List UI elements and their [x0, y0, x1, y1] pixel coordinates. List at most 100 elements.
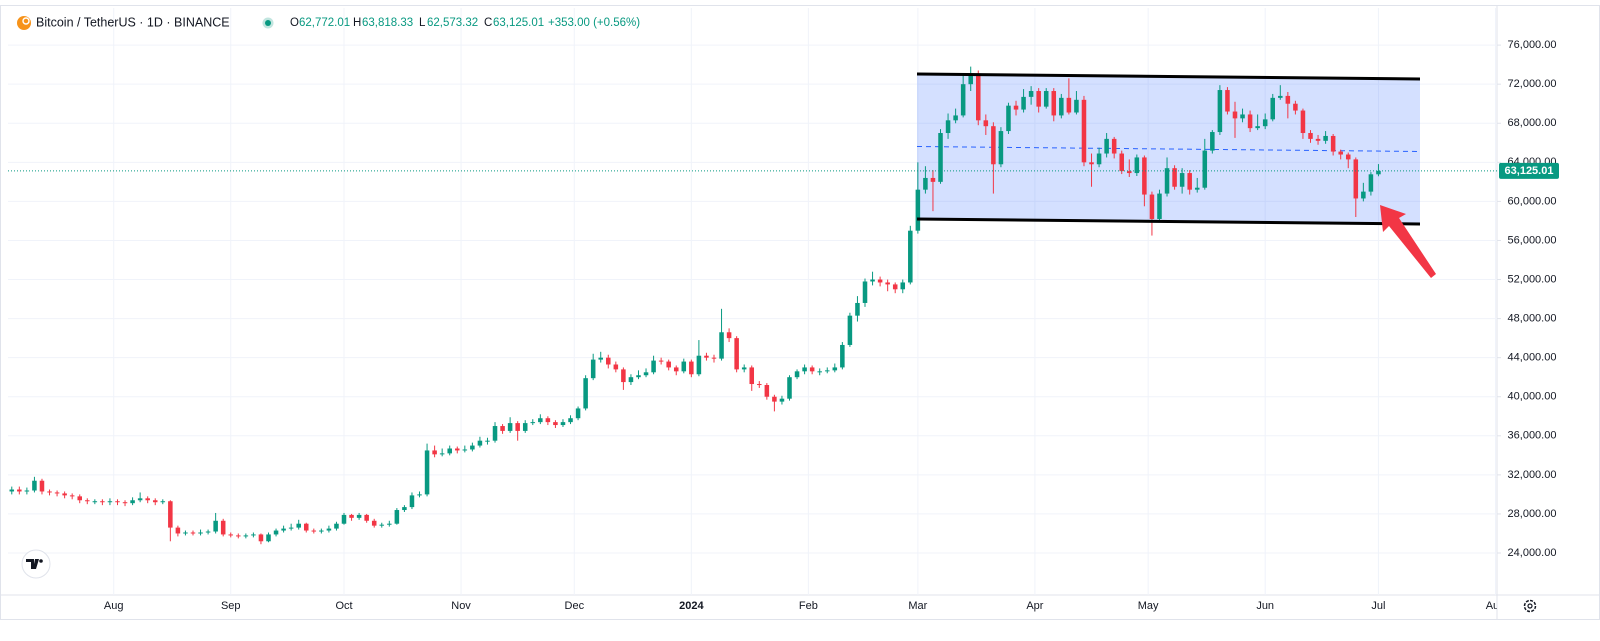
candle-body — [349, 514, 354, 518]
candle-body — [741, 367, 747, 370]
candle-body — [220, 520, 226, 535]
candle-body — [1134, 157, 1140, 174]
candle-body — [107, 501, 113, 503]
last-price-label: 63,125.01 — [1505, 165, 1554, 177]
candle-body — [1323, 135, 1328, 141]
candle-body — [1300, 110, 1306, 134]
candle-body — [17, 489, 22, 492]
candle-body — [356, 514, 362, 518]
candle-body — [507, 423, 513, 431]
candle-body — [1293, 103, 1298, 111]
candle-body — [319, 530, 324, 532]
candle-body — [968, 73, 973, 85]
candle-body — [719, 332, 724, 359]
ohlc-value: 62,772.01 — [299, 17, 350, 29]
candle-body — [1345, 154, 1351, 160]
candle-body — [983, 120, 989, 127]
y-tick-label: 28,000.00 — [1508, 508, 1557, 520]
y-tick-label: 48,000.00 — [1508, 312, 1557, 324]
candle-body — [417, 494, 422, 496]
symbol-icon-mark — [22, 17, 30, 25]
candle-body — [236, 535, 241, 537]
candle-body — [462, 449, 468, 451]
candle-body — [538, 418, 543, 423]
ohlc-label: L — [419, 17, 426, 29]
candle-body — [1006, 105, 1011, 132]
y-tick-label: 32,000.00 — [1508, 469, 1557, 481]
logo-mark — [26, 559, 39, 569]
candle-body — [1194, 187, 1200, 190]
x-tick-label: 2024 — [679, 600, 704, 612]
candle-body — [689, 361, 694, 375]
y-tick-label: 72,000.00 — [1508, 78, 1557, 90]
candle-body — [1149, 194, 1155, 219]
chart-frame — [0, 5, 1600, 620]
gear[interactable] — [1523, 599, 1537, 613]
candle-body — [470, 445, 475, 450]
gear-hub[interactable] — [1527, 603, 1533, 609]
x-tick-label: Nov — [451, 600, 471, 612]
candle-body — [908, 230, 913, 283]
change: +353.00 (+0.56%) — [548, 17, 640, 29]
tv-logo — [21, 549, 51, 579]
candle-body — [137, 498, 143, 501]
candle-body — [69, 495, 75, 497]
candle-body — [1164, 168, 1170, 194]
candle-body — [371, 520, 377, 526]
candle-body — [651, 360, 656, 373]
candle-body — [1066, 97, 1072, 113]
last-price: 63,125.01 — [8, 162, 1559, 179]
candle-body — [553, 422, 558, 426]
candle-body — [115, 501, 120, 503]
candle-body — [590, 359, 596, 379]
candle-body — [991, 126, 996, 165]
candle-body — [100, 501, 105, 503]
candle-body — [575, 408, 581, 419]
ohlc-label: H — [353, 17, 361, 29]
x-tick-label: Dec — [565, 600, 585, 612]
candle-body — [960, 84, 966, 116]
candle-body — [379, 524, 385, 526]
grid — [8, 8, 1497, 595]
candle-body — [749, 367, 755, 385]
candle-body — [787, 377, 792, 399]
candle-body — [877, 279, 883, 283]
ohlc-label: C — [484, 17, 492, 29]
channel-lines — [916, 72, 1436, 278]
ohlc-value: 63,818.33 — [362, 17, 413, 29]
candle-body — [1179, 173, 1185, 187]
header: Bitcoin / TetherUS · 1D · BINANCE O 62,7… — [17, 15, 640, 30]
x-tick-label: Apr — [1026, 600, 1043, 612]
ohlc-value: 62,573.32 — [427, 17, 478, 29]
candle-body — [711, 357, 717, 359]
candle-body — [85, 500, 90, 502]
candle-body — [1081, 99, 1087, 163]
candle-body — [1157, 193, 1162, 219]
candle-body — [9, 489, 15, 492]
candle-body — [47, 491, 52, 493]
candle-body — [1361, 191, 1366, 199]
arrow — [1380, 205, 1436, 278]
candle-body — [1043, 91, 1049, 107]
candle-body — [568, 418, 573, 423]
candle-body — [658, 360, 664, 362]
y-tick-label: 36,000.00 — [1508, 430, 1557, 442]
candle-body — [1255, 126, 1260, 129]
candle-body — [213, 520, 218, 532]
candle-body — [892, 284, 898, 290]
candle-body — [673, 367, 679, 372]
candle-body — [560, 422, 566, 426]
y-tick-label: 76,000.00 — [1508, 39, 1557, 51]
candle-body — [24, 490, 30, 492]
candle-body — [628, 377, 634, 383]
candle-body — [1096, 153, 1102, 165]
x-tick-label: May — [1138, 600, 1159, 612]
candle-body — [621, 369, 626, 383]
candle-body — [530, 422, 536, 424]
candles — [9, 66, 1381, 545]
candle-body — [613, 364, 619, 370]
candle-body — [862, 281, 868, 303]
settings-icon[interactable] — [1523, 599, 1537, 613]
candle-body — [152, 500, 158, 503]
